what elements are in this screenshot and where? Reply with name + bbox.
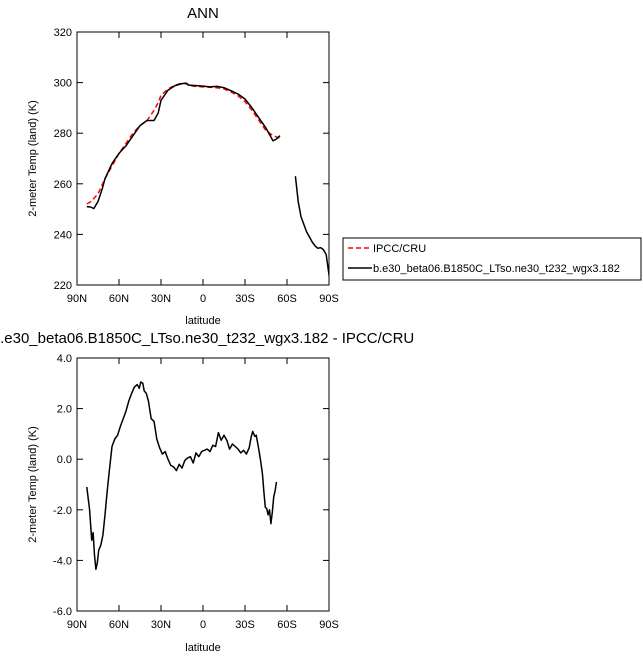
top-y-tick-label: 220 [54, 280, 72, 292]
bottom-panel: b.e30_beta06.B1850C_LTso.ne30_t232_wgx3.… [0, 330, 414, 654]
legend-label-ipcc-cru: IPCC/CRU [373, 243, 426, 255]
bottom-x-axis-label: latitude [185, 642, 220, 654]
top-y-tick-label: 240 [54, 229, 72, 241]
bottom-y-tick-label: 2.0 [57, 404, 72, 416]
top-x-tick-label: 60S [277, 293, 297, 305]
legend-label-model: b.e30_beta06.B1850C_LTso.ne30_t232_wgx3.… [373, 263, 620, 275]
bottom-x-tick-label: 30S [235, 619, 255, 631]
top-y-tick-label: 280 [54, 128, 72, 140]
top-series-line-2-part-1 [86, 82, 281, 210]
top-x-tick-label: 0 [200, 293, 206, 305]
bottom-y-axis-label: 2-meter Temp (land) (K) [27, 426, 39, 543]
bottom-x-tick-label: 60S [277, 619, 297, 631]
bottom-series-line-1 [86, 381, 278, 571]
top-y-tick-label: 260 [54, 179, 72, 191]
bottom-y-tick-label: 0.0 [57, 454, 72, 466]
top-x-tick-label: 90S [319, 293, 339, 305]
bottom-x-tick-label: 0 [200, 619, 206, 631]
bottom-x-tick-label: 30N [151, 619, 171, 631]
bottom-y-tick-label: -4.0 [53, 555, 72, 567]
bottom-x-tick-label: 90S [319, 619, 339, 631]
legend-box [342, 237, 642, 281]
bottom-y-tick-label: -6.0 [53, 606, 72, 618]
top-panel: ANN 90N 60N 30N 0 30S 60S 90S 220 240 260 280 300 32… [27, 5, 339, 327]
bottom-x-tick-label: 90N [67, 619, 87, 631]
top-x-axis-label: latitude [185, 315, 220, 327]
top-x-tick-label: 90N [67, 293, 87, 305]
top-y-tick-label: 300 [54, 78, 72, 90]
bottom-x-tick-label: 60N [109, 619, 129, 631]
top-series-line-1 [86, 82, 281, 205]
top-y-axis-label: 2-meter Temp (land) (K) [27, 100, 39, 217]
bottom-plot-frame [76, 357, 330, 612]
top-y-tick-label: 320 [54, 27, 72, 39]
legend: IPCC/CRU b.e30_beta06.B1850C_LTso.ne30_t… [342, 237, 642, 281]
top-x-tick-label: 60N [109, 293, 129, 305]
bottom-panel-title: b.e30_beta06.B1850C_LTso.ne30_t232_wgx3.… [0, 330, 414, 347]
top-series-line-2-part-2 [294, 176, 329, 281]
top-x-tick-label: 30S [235, 293, 255, 305]
top-panel-title: ANN [187, 5, 219, 22]
bottom-y-tick-label: -2.0 [53, 505, 72, 517]
top-x-tick-label: 30N [151, 293, 171, 305]
bottom-y-tick-label: 4.0 [57, 353, 72, 365]
